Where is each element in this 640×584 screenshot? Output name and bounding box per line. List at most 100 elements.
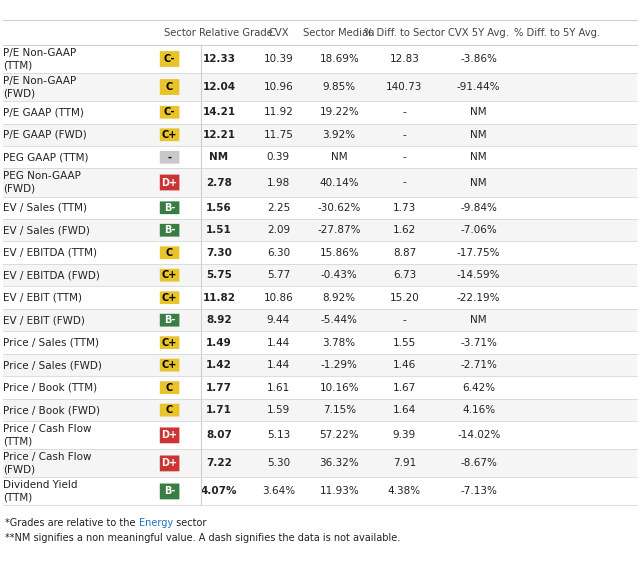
Text: 1.62: 1.62	[393, 225, 416, 235]
Text: C: C	[166, 248, 173, 258]
Text: 15.20: 15.20	[390, 293, 419, 303]
Text: 7.15%: 7.15%	[323, 405, 356, 415]
FancyBboxPatch shape	[160, 484, 179, 499]
Text: NM: NM	[470, 130, 487, 140]
FancyBboxPatch shape	[160, 269, 179, 281]
Text: PEG GAAP (TTM): PEG GAAP (TTM)	[3, 152, 89, 162]
Text: 12.04: 12.04	[202, 82, 236, 92]
FancyBboxPatch shape	[160, 246, 179, 259]
Text: -: -	[403, 107, 406, 117]
Bar	[3, 478, 637, 506]
Text: 19.22%: 19.22%	[319, 107, 359, 117]
Bar	[3, 309, 637, 332]
FancyBboxPatch shape	[160, 106, 179, 119]
Text: 18.69%: 18.69%	[319, 54, 359, 64]
Text: 10.96: 10.96	[264, 82, 293, 92]
Text: 12.83: 12.83	[390, 54, 419, 64]
Text: 3.64%: 3.64%	[262, 486, 295, 496]
Text: % Diff. to Sector: % Diff. to Sector	[364, 27, 445, 38]
Text: P/E GAAP (FWD): P/E GAAP (FWD)	[3, 130, 87, 140]
FancyBboxPatch shape	[160, 381, 179, 394]
Text: NM: NM	[470, 178, 487, 187]
Text: 2.25: 2.25	[267, 203, 290, 213]
Text: C-: C-	[164, 54, 175, 64]
Text: 7.30: 7.30	[206, 248, 232, 258]
Text: -27.87%: -27.87%	[317, 225, 361, 235]
Text: P/E Non-GAAP
(TTM): P/E Non-GAAP (TTM)	[3, 48, 76, 70]
Text: Price / Cash Flow
(FWD): Price / Cash Flow (FWD)	[3, 452, 92, 475]
Text: -5.44%: -5.44%	[321, 315, 358, 325]
Text: 4.07%: 4.07%	[200, 486, 237, 496]
Text: 15.86%: 15.86%	[319, 248, 359, 258]
Text: B-: B-	[164, 203, 175, 213]
Text: 1.61: 1.61	[267, 383, 290, 392]
Text: -2.71%: -2.71%	[460, 360, 497, 370]
Text: NM: NM	[470, 107, 487, 117]
Text: 11.93%: 11.93%	[319, 486, 359, 496]
Text: 1.51: 1.51	[206, 225, 232, 235]
Text: Sector Relative Grade: Sector Relative Grade	[164, 27, 273, 38]
Text: -14.02%: -14.02%	[457, 430, 500, 440]
Text: 5.13: 5.13	[267, 430, 290, 440]
Text: D+: D+	[161, 458, 178, 468]
Text: EV / Sales (FWD): EV / Sales (FWD)	[3, 225, 90, 235]
Text: 10.16%: 10.16%	[319, 383, 359, 392]
Text: C-: C-	[164, 107, 175, 117]
Text: 14.21: 14.21	[202, 107, 236, 117]
Text: P/E Non-GAAP
(FWD): P/E Non-GAAP (FWD)	[3, 76, 76, 98]
Text: -22.19%: -22.19%	[457, 293, 500, 303]
FancyBboxPatch shape	[160, 314, 179, 326]
Text: 1.46: 1.46	[393, 360, 416, 370]
Text: 4.38%: 4.38%	[388, 486, 421, 496]
Text: 1.64: 1.64	[393, 405, 416, 415]
Text: 1.59: 1.59	[267, 405, 290, 415]
Bar	[3, 332, 637, 354]
Text: 36.32%: 36.32%	[319, 458, 359, 468]
Text: -9.84%: -9.84%	[460, 203, 497, 213]
FancyBboxPatch shape	[160, 128, 179, 141]
Text: 3.78%: 3.78%	[323, 338, 356, 347]
Text: B-: B-	[164, 315, 175, 325]
Bar	[3, 399, 637, 422]
Text: 7.22: 7.22	[206, 458, 232, 468]
Text: -: -	[403, 178, 406, 187]
Text: 1.77: 1.77	[206, 383, 232, 392]
Text: 5.75: 5.75	[206, 270, 232, 280]
Text: C: C	[166, 82, 173, 92]
Text: 12.21: 12.21	[202, 130, 236, 140]
FancyBboxPatch shape	[160, 151, 179, 164]
Text: NM: NM	[209, 152, 228, 162]
Bar	[3, 197, 637, 219]
Text: NM: NM	[470, 152, 487, 162]
Bar	[3, 45, 637, 73]
Bar	[3, 73, 637, 101]
Text: 1.71: 1.71	[206, 405, 232, 415]
Bar	[3, 450, 637, 478]
FancyBboxPatch shape	[160, 456, 179, 471]
Text: EV / EBIT (FWD): EV / EBIT (FWD)	[3, 315, 85, 325]
Text: -8.67%: -8.67%	[460, 458, 497, 468]
Text: 9.39: 9.39	[393, 430, 416, 440]
Text: 8.92%: 8.92%	[323, 293, 356, 303]
Text: 11.82: 11.82	[202, 293, 236, 303]
Text: Price / Cash Flow
(TTM): Price / Cash Flow (TTM)	[3, 424, 92, 447]
Text: NM: NM	[470, 315, 487, 325]
FancyBboxPatch shape	[160, 359, 179, 371]
Text: 1.56: 1.56	[206, 203, 232, 213]
Text: EV / EBIT (TTM): EV / EBIT (TTM)	[3, 293, 82, 303]
Text: Energy: Energy	[139, 519, 173, 529]
Text: C+: C+	[162, 360, 177, 370]
Text: 140.73: 140.73	[387, 82, 422, 92]
Text: NM: NM	[331, 152, 348, 162]
Bar	[3, 101, 637, 124]
Text: CVX: CVX	[268, 27, 289, 38]
Text: -30.62%: -30.62%	[317, 203, 361, 213]
Text: PEG Non-GAAP
(FWD): PEG Non-GAAP (FWD)	[3, 171, 81, 194]
Text: 0.39: 0.39	[267, 152, 290, 162]
Text: -7.13%: -7.13%	[460, 486, 497, 496]
Text: B-: B-	[164, 225, 175, 235]
Text: Sector Median: Sector Median	[303, 27, 375, 38]
Text: 11.75: 11.75	[264, 130, 293, 140]
Text: -7.06%: -7.06%	[460, 225, 497, 235]
Text: 7.91: 7.91	[393, 458, 416, 468]
